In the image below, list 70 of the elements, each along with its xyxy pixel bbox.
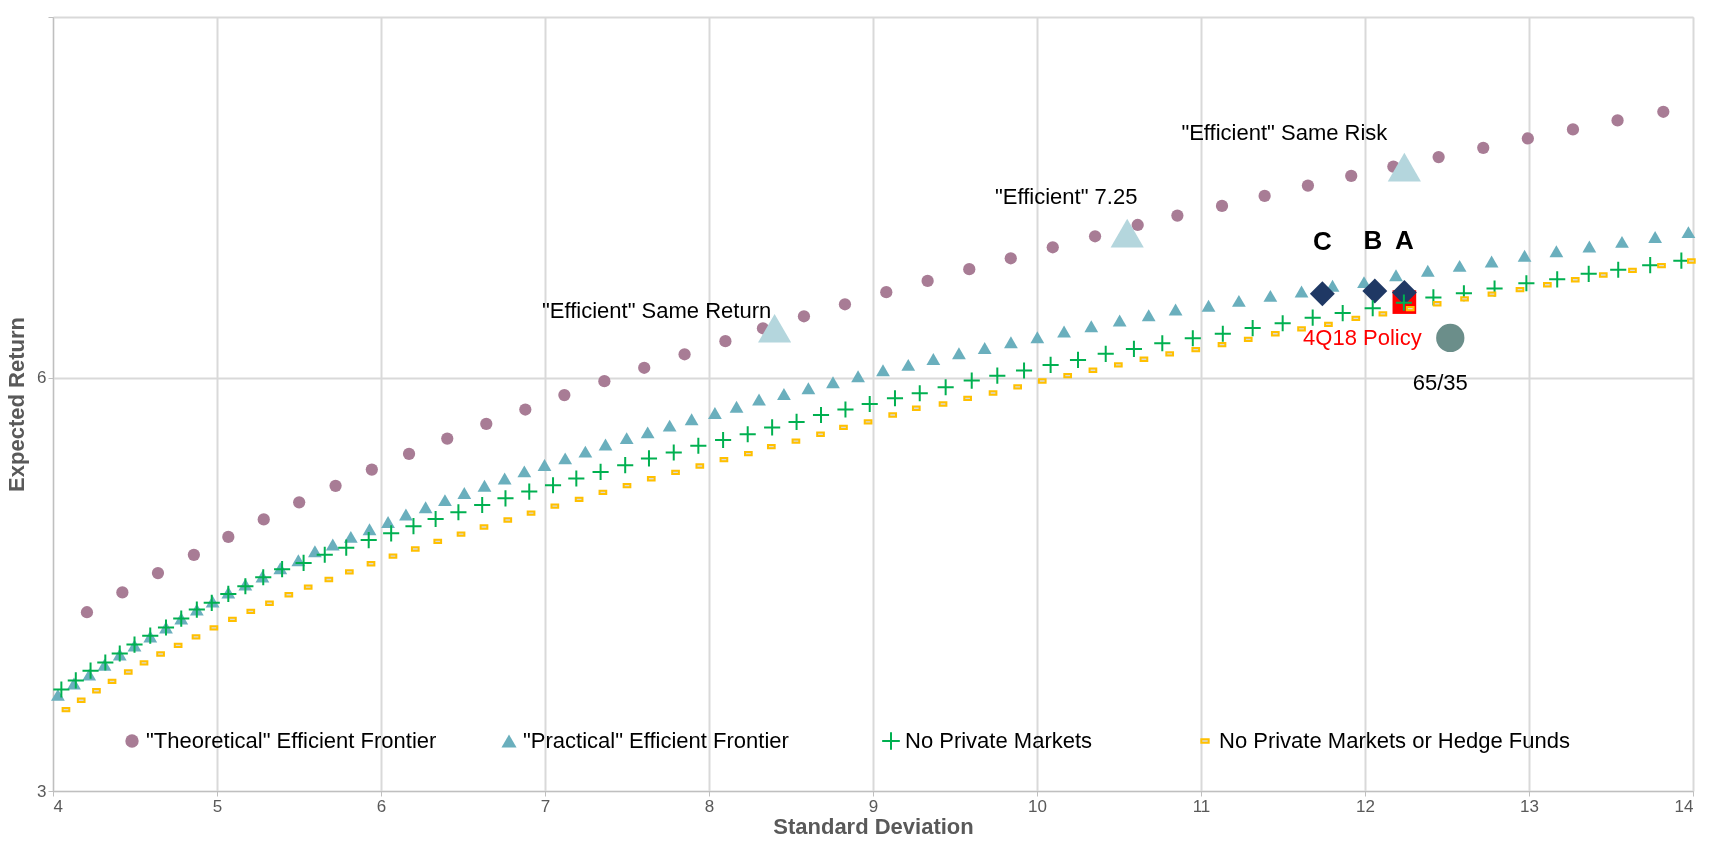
point	[838, 298, 852, 311]
point	[1362, 278, 1388, 304]
point	[293, 496, 306, 509]
point	[719, 335, 732, 348]
point	[1215, 199, 1229, 213]
series-label: "Efficient" 7.25	[994, 184, 1138, 210]
series-label: "Efficient" Same Risk	[1181, 120, 1389, 146]
point	[638, 361, 651, 374]
point	[963, 263, 976, 276]
legend-label: No Private Markets	[905, 728, 1093, 753]
legend-label: "Theoretical" Efficient Frontier	[146, 728, 437, 753]
legend-label: No Private Markets or Hedge Funds	[1219, 728, 1570, 753]
series-label: 65/35	[1412, 369, 1468, 395]
series-label: 4Q18 Policy	[1303, 325, 1422, 351]
x-tick-label: 13	[1520, 796, 1539, 816]
point	[1387, 152, 1421, 182]
x-tick-label: 14	[1674, 796, 1694, 816]
point	[678, 348, 691, 361]
x-tick-label: 4	[53, 796, 63, 816]
point	[797, 310, 811, 323]
x-tick-label: 10	[1028, 796, 1047, 816]
point	[1436, 323, 1465, 353]
x-tick-label: 12	[1356, 796, 1375, 816]
series-label: B	[1363, 225, 1383, 256]
x-tick-label: 9	[868, 796, 879, 816]
x-axis-title: Standard Deviation	[773, 813, 974, 839]
point	[1477, 141, 1490, 154]
point	[1391, 279, 1417, 305]
point	[80, 606, 94, 619]
y-tick-label: 3	[37, 781, 47, 801]
point	[222, 530, 235, 544]
point	[1566, 123, 1580, 136]
point	[1345, 169, 1358, 183]
point	[1301, 179, 1315, 192]
point	[151, 567, 165, 580]
point	[1004, 252, 1017, 265]
x-tick-label: 7	[540, 796, 551, 816]
point	[402, 447, 416, 460]
point	[519, 403, 532, 416]
point	[257, 513, 270, 526]
point	[1657, 105, 1670, 118]
series-label: "Efficient" Same Return	[541, 298, 772, 324]
point	[1088, 230, 1102, 243]
point	[441, 432, 454, 445]
point	[365, 463, 378, 476]
point	[558, 388, 571, 402]
point	[921, 274, 934, 287]
series-label: A	[1394, 225, 1414, 256]
point	[1309, 281, 1335, 307]
point	[1611, 114, 1624, 127]
point	[480, 417, 493, 430]
point	[1171, 209, 1184, 222]
point	[187, 548, 200, 561]
point	[1046, 241, 1059, 254]
point	[1432, 150, 1445, 164]
point	[1110, 218, 1144, 248]
point	[116, 586, 129, 599]
point	[1258, 189, 1271, 203]
point	[329, 479, 342, 492]
point	[1131, 218, 1144, 232]
x-tick-label: 6	[376, 796, 387, 816]
point	[1521, 132, 1534, 145]
x-tick-label: 8	[704, 796, 715, 816]
series-label: C	[1312, 225, 1332, 256]
x-tick-label: 11	[1192, 796, 1211, 816]
legend-label: "Practical" Efficient Frontier	[523, 728, 789, 753]
x-tick-label: 5	[212, 796, 223, 816]
point	[880, 286, 893, 299]
y-axis-title: Expected Return	[4, 317, 30, 492]
point	[598, 375, 611, 388]
